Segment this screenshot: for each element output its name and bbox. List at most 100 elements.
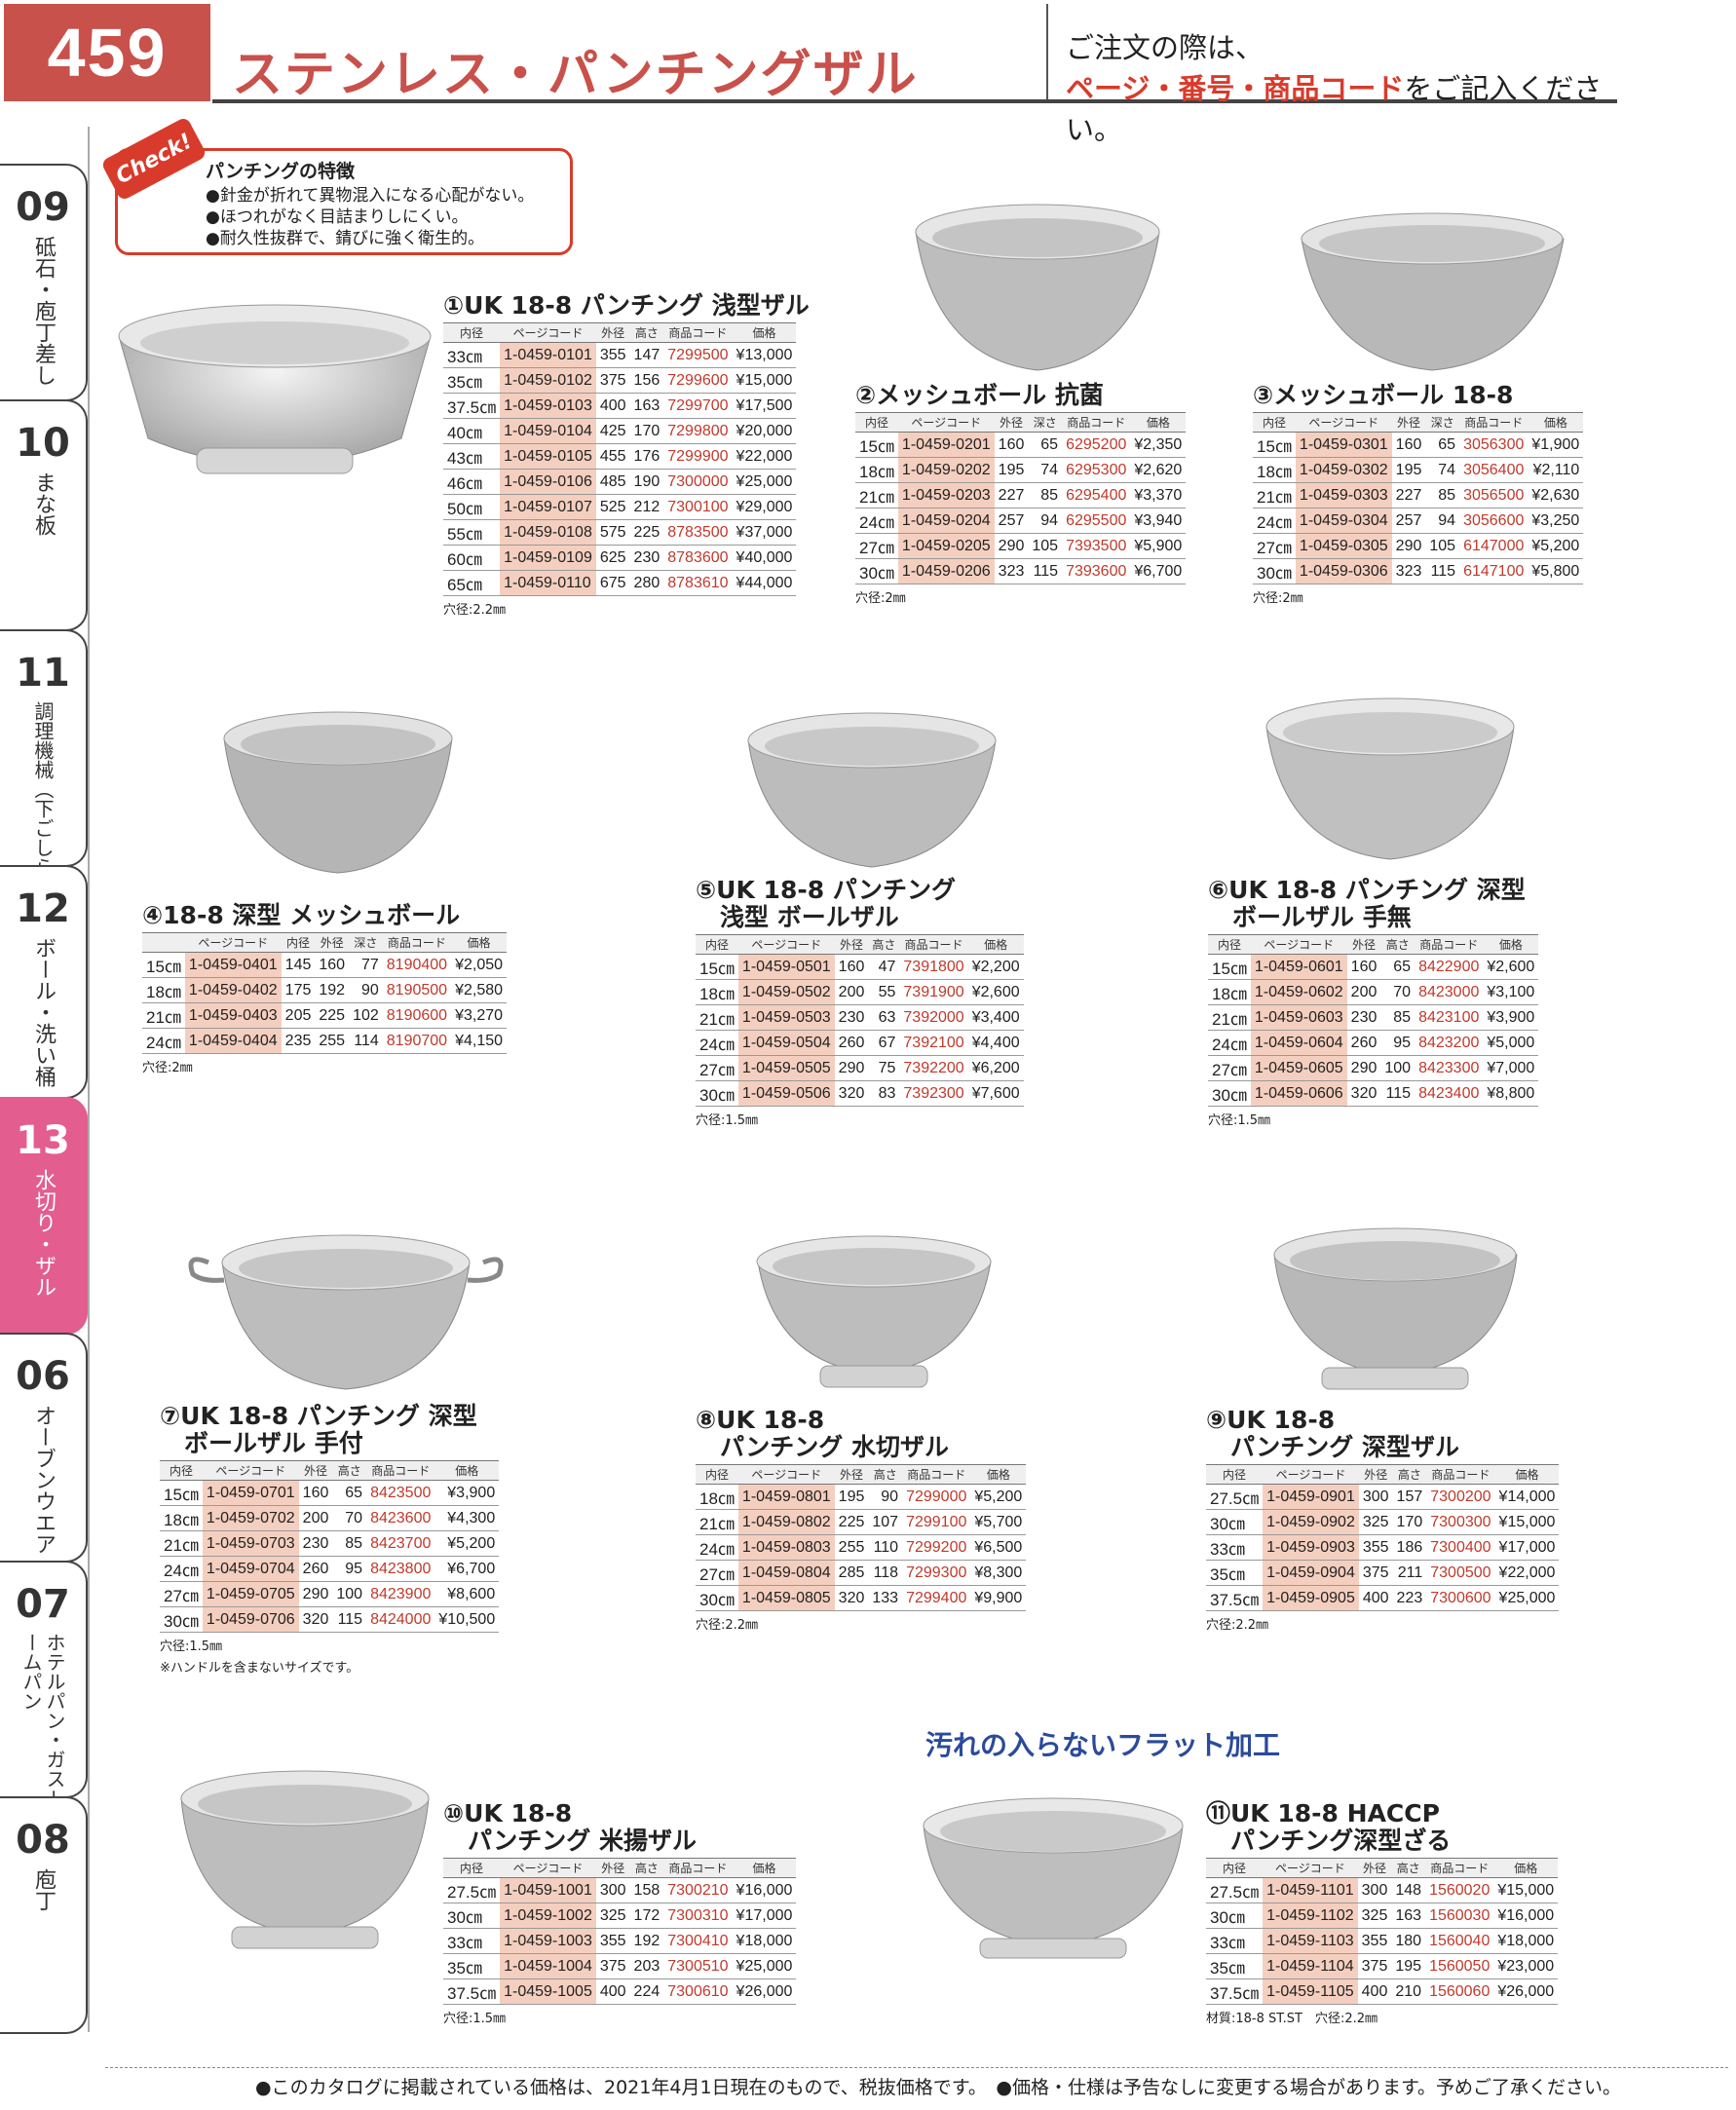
footer-note: ●このカタログに掲載されている価格は、2021年4月1日現在のもので、税抜価格で…	[255, 2077, 1622, 2098]
product-5: ⑤UK 18-8 パンチング 浅型 ボールザル 内径 ページコード 外径 高さ 商品コード…	[696, 877, 1024, 1128]
table-header: ページコード	[1250, 934, 1347, 955]
side-tab-13-active[interactable]: 13 水切り・ザル	[0, 1097, 88, 1335]
table-cell: 1-0459-1005	[500, 1978, 596, 2005]
table-header: ページコード	[202, 1460, 299, 1481]
table-cell: 1-0459-0601	[1250, 954, 1347, 980]
check-title: パンチングの特徴	[206, 161, 355, 182]
table-cell: 7392000	[899, 1004, 968, 1031]
table-header: 商品コード	[1426, 1464, 1495, 1485]
table-cell: 1-0459-1002	[500, 1903, 596, 1929]
table-cell: 1-0459-0903	[1263, 1534, 1359, 1561]
table-cell: ¥18,000	[1493, 1928, 1559, 1954]
side-tab-10[interactable]: 10 まな板	[0, 399, 88, 631]
table-cell: 7300400	[1426, 1534, 1495, 1561]
hole-size-note: 穴径:1.5㎜	[1208, 1113, 1271, 1128]
table-cell: 85	[1425, 482, 1460, 509]
product-9: ⑨UK 18-8 パンチング 深型ザル 内径 ページコード 外径 高さ 商品コード 価格 27…	[1206, 1406, 1560, 1633]
table-header: 外径	[994, 412, 1029, 433]
table-cell: 8424000	[366, 1606, 435, 1633]
table-cell: 1-0459-0702	[202, 1505, 299, 1531]
table-header: 深さ	[1425, 412, 1460, 433]
table-cell: 255	[834, 1534, 869, 1561]
table-cell: 110	[868, 1534, 903, 1561]
table-cell: 257	[1391, 508, 1426, 534]
table-cell: 1-0459-0402	[184, 977, 282, 1003]
table-row: 27.5㎝ 1-0459-0901 300 157 7300200 ¥14,000	[1206, 1484, 1560, 1510]
table-cell: 200	[834, 979, 869, 1005]
table-cell: 400	[595, 1978, 630, 2005]
table-header: 外径	[595, 322, 630, 343]
tab-number: 10	[16, 421, 70, 466]
table-cell: 85	[1028, 482, 1063, 509]
product-image-5	[747, 712, 997, 868]
table-cell: 160	[298, 1480, 333, 1506]
table-cell: 43㎝	[443, 443, 501, 470]
table-cell: 186	[1392, 1534, 1427, 1561]
table-cell: 75	[868, 1055, 900, 1081]
table-cell: 290	[1391, 533, 1426, 559]
table-cell: ¥16,000	[732, 1877, 797, 1903]
product-table: 内径 ページコード 外径 高さ 商品コード 価格 15㎝ 1-0459-0501 160 47 73…	[696, 934, 1024, 1107]
table-cell: 170	[1392, 1509, 1427, 1535]
tab-label: オーブンウエア	[31, 1405, 56, 1555]
table-header: 外径	[1346, 934, 1381, 955]
table-cell: 7299200	[902, 1534, 971, 1561]
table-cell: ¥2,580	[451, 977, 508, 1003]
table-row: 60㎝ 1-0459-0109 625 230 8783600 ¥40,000	[443, 545, 797, 571]
tab-number: 12	[16, 886, 70, 931]
table-cell: 7300310	[663, 1903, 733, 1929]
table-cell: 7300100	[663, 494, 733, 520]
side-tab-09[interactable]: 09 砥石・庖丁差し	[0, 164, 88, 401]
table-cell: ¥3,100	[1483, 979, 1539, 1005]
table-cell: ¥9,900	[970, 1585, 1027, 1611]
table-cell: 18㎝	[142, 977, 185, 1003]
table-cell: 1-0459-0902	[1263, 1509, 1359, 1535]
table-row: 27.5㎝ 1-0459-1101 300 148 1560020 ¥15,000	[1206, 1877, 1559, 1903]
side-tab-07[interactable]: 07 ホテルパン・ガストロノームパン	[0, 1561, 88, 1847]
table-cell: 1-0459-0108	[500, 519, 596, 546]
side-tab-08[interactable]: 08 庖丁	[0, 1796, 88, 2034]
table-cell: ¥17,000	[1494, 1534, 1560, 1561]
table-cell: 145	[281, 952, 316, 978]
table-row: 18㎝ 1-0459-0202 195 74 6295300 ¥2,620	[855, 457, 1187, 483]
table-cell: 7299400	[902, 1585, 971, 1611]
table-cell: 1-0459-0103	[500, 393, 596, 419]
table-cell: 85	[332, 1530, 367, 1557]
table-cell: 7393600	[1062, 558, 1131, 584]
table-header: 高さ	[1392, 1464, 1427, 1485]
table-cell: 160	[1346, 954, 1381, 980]
table-cell: 257	[994, 508, 1029, 534]
table-cell: 375	[595, 1953, 630, 1979]
header-rule	[212, 99, 1617, 103]
table-row: 21㎝ 1-0459-0503 230 63 7392000 ¥3,400	[696, 1004, 1024, 1031]
side-tab-11[interactable]: 11 調理機械（下ごしらえ）	[0, 629, 88, 916]
table-header: 高さ	[1391, 1858, 1426, 1878]
table-header: ページコード	[184, 932, 282, 953]
tab-number: 06	[16, 1354, 70, 1399]
table-cell: 105	[1028, 533, 1063, 559]
table-header: 価格	[1493, 1858, 1559, 1878]
table-row: 35㎝ 1-0459-0102 375 156 7299600 ¥15,000	[443, 367, 797, 394]
table-cell: 230	[298, 1530, 333, 1557]
table-header: 商品コード	[1415, 934, 1484, 955]
table-header: 価格	[970, 1464, 1027, 1485]
product-title: ⑨UK 18-8 パンチング 深型ザル	[1206, 1406, 1459, 1461]
table-cell: 210	[1391, 1978, 1426, 2005]
table-row: 40㎝ 1-0459-0104 425 170 7299800 ¥20,000	[443, 418, 797, 444]
side-tab-06[interactable]: 06 オーブンウエア	[0, 1333, 88, 1563]
table-cell: 21㎝	[696, 1004, 738, 1031]
product-table: 内径 ページコード 外径 高さ 商品コード 価格 18㎝ 1-0459-0801 195 90 72…	[696, 1464, 1027, 1611]
side-tab-12[interactable]: 12 ボール・洗い桶	[0, 865, 88, 1099]
table-header: 価格	[1130, 412, 1187, 433]
table-header: 高さ	[868, 934, 900, 955]
table-cell: 115	[1380, 1080, 1415, 1107]
table-header: 価格	[434, 1460, 500, 1481]
table-header: ページコード	[500, 322, 596, 343]
table-cell: 1-0459-0206	[897, 558, 995, 584]
table-cell: 24㎝	[1253, 508, 1296, 534]
table-cell: 18㎝	[1253, 457, 1296, 483]
table-cell: 300	[1358, 1484, 1393, 1510]
table-cell: ¥23,000	[1493, 1953, 1559, 1979]
table-row: 21㎝ 1-0459-0303 227 85 3056500 ¥2,630	[1253, 482, 1584, 509]
check-item: ●ほつれがなく目詰まりしにくい。	[206, 207, 469, 227]
